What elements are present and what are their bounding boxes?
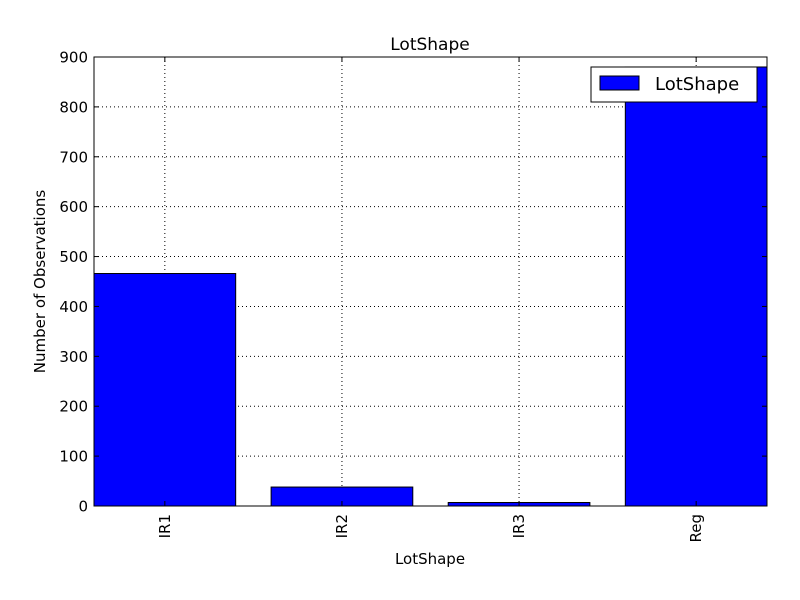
bar-ir1 — [93, 273, 237, 507]
y-tick-label: 700 — [59, 148, 88, 166]
y-tick-label: 200 — [59, 398, 88, 416]
legend-label: LotShape — [655, 74, 739, 95]
bars — [93, 66, 768, 507]
bar-reg — [624, 66, 768, 507]
y-tick-label: 100 — [59, 448, 88, 466]
y-tick-label: 500 — [59, 248, 88, 266]
x-tick-label: IR2 — [333, 514, 351, 538]
y-tick-label: 600 — [59, 198, 88, 216]
x-axis-ticks: IR1 IR2 IR3 Reg — [156, 57, 705, 543]
plot-area-frame — [93, 56, 768, 507]
legend-swatch — [599, 75, 640, 91]
x-tick-label: IR1 — [156, 514, 174, 538]
y-tick-label: 800 — [59, 98, 88, 116]
y-tick-label: 300 — [59, 348, 88, 366]
y-axis-ticks: 0 100 200 300 400 500 600 700 800 900 — [59, 49, 767, 516]
x-tick-label: Reg — [687, 514, 705, 543]
x-tick-label: IR3 — [510, 514, 528, 538]
chart-title: LotShape — [390, 35, 469, 55]
y-tick-label: 900 — [59, 49, 88, 67]
y-tick-label: 400 — [59, 298, 88, 316]
x-axis-label: LotShape — [395, 550, 465, 568]
legend: LotShape — [590, 66, 758, 103]
y-axis-label: Number of Observations — [31, 190, 49, 374]
y-tick-label: 0 — [78, 498, 88, 516]
